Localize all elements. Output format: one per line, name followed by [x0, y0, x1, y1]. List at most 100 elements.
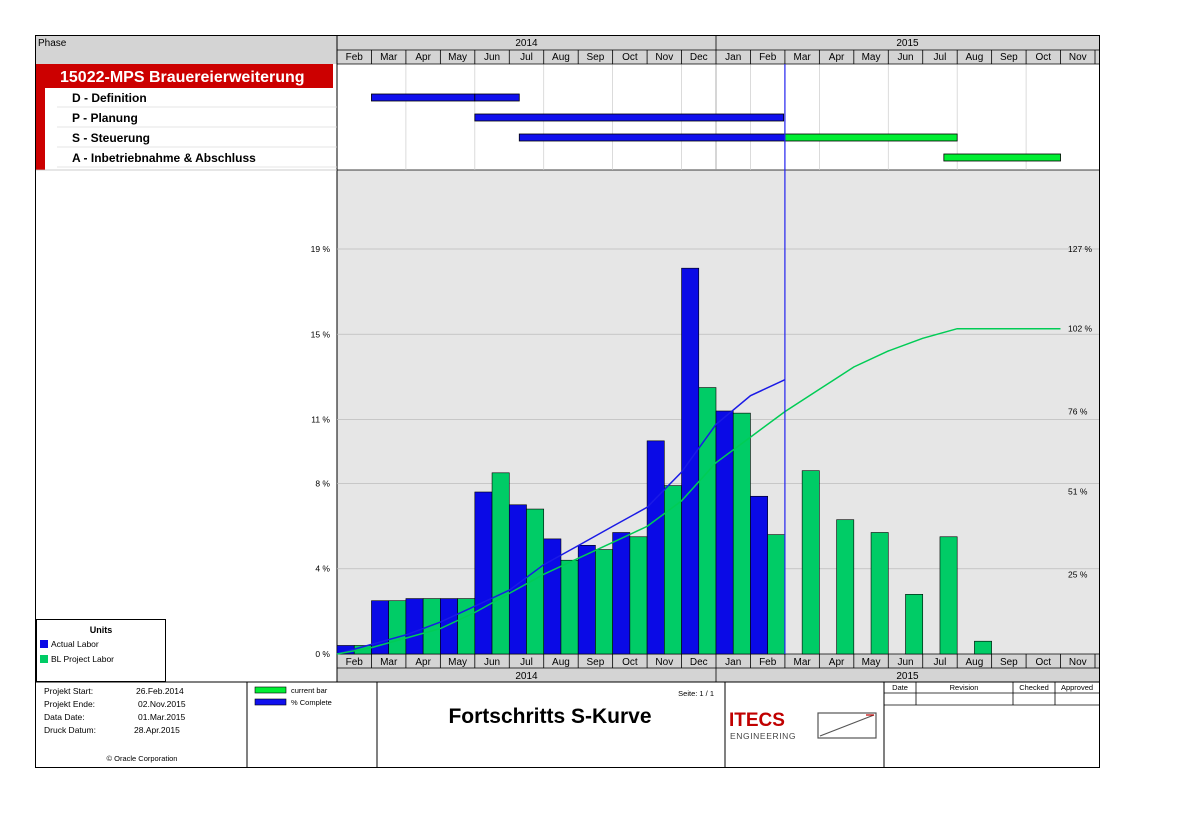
month-label-top: Oct [1036, 52, 1052, 63]
legend-current-bar: current bar [291, 686, 328, 695]
info-value-print-date: 28.Apr.2015 [134, 725, 180, 735]
month-label-bottom: Oct [622, 657, 638, 668]
month-label-top: Apr [829, 52, 845, 63]
month-label-top: May [862, 52, 881, 63]
logo-box [817, 712, 877, 739]
month-label-bottom: Nov [1069, 657, 1087, 668]
month-label-top: Dec [690, 52, 708, 63]
gantt-bar-actual [474, 113, 785, 122]
units-legend-baseline: BL Project Labor [51, 654, 114, 664]
y-right-tick-label: 25 % [1068, 569, 1088, 579]
report-title: Fortschritts S-Kurve [448, 705, 651, 728]
bar-bl-project-labor [836, 519, 855, 655]
bar-bl-project-labor [767, 534, 786, 655]
y-left-tick-label: 0 % [315, 649, 330, 659]
y-left-tick-label: 19 % [311, 244, 331, 254]
revision-header-approved: Approved [1061, 683, 1093, 692]
bar-bl-project-labor [870, 532, 889, 655]
gantt-bar-actual [518, 133, 786, 142]
gantt-bar-actual [371, 93, 476, 102]
month-label-bottom: Jan [725, 657, 741, 668]
y-right-tick-label: 127 % [1068, 244, 1093, 254]
gantt-bars [371, 93, 1061, 162]
bar-actual-labor [750, 495, 768, 655]
phase-label: P - Planung [72, 111, 138, 125]
bar-bl-project-labor [939, 536, 958, 655]
gantt-bar-remaining [784, 133, 958, 142]
month-label-bottom: Jul [520, 657, 533, 668]
bar-actual-labor [577, 544, 596, 655]
s-curves [336, 64, 1061, 655]
logo-name: ITECS [729, 710, 785, 731]
info-value-data-date: 01.Mar.2015 [138, 712, 186, 722]
phase-column-label: Phase [38, 38, 67, 49]
y-right-tick-label: 51 % [1068, 486, 1088, 496]
month-label-bottom: Aug [966, 657, 984, 668]
month-label-bottom: Mar [794, 657, 812, 668]
units-legend-box [36, 619, 166, 682]
project-title: 15022-MPS Brauereierweiterung [60, 69, 305, 86]
bar-bl-project-labor [629, 536, 648, 655]
info-label-start: Projekt Start: [44, 686, 93, 696]
gantt-bar-actual [474, 93, 520, 102]
bar-bl-project-labor [595, 549, 613, 655]
bar-actual-labor [612, 532, 631, 655]
month-label-bottom: Sep [1000, 657, 1018, 668]
month-label-bottom: Apr [415, 657, 431, 668]
year-label-bottom: 2015 [896, 671, 919, 682]
bar-bl-project-labor [491, 472, 510, 655]
page-number: Seite: 1 / 1 [678, 689, 714, 698]
month-label-bottom: Mar [380, 657, 398, 668]
gantt-bar-remaining [943, 153, 1061, 162]
month-label-top: Jul [934, 52, 947, 63]
month-label-bottom: Apr [829, 657, 845, 668]
units-legend-swatch-baseline [40, 655, 48, 663]
phase-label: S - Steuerung [72, 131, 150, 145]
month-label-top: Jan [725, 52, 741, 63]
bar-bl-project-labor [388, 600, 407, 655]
phase-label: D - Definition [72, 91, 147, 105]
itecs-logo: ITECS ENGINEERING [729, 710, 877, 741]
info-label-end: Projekt Ende: [44, 699, 95, 709]
info-value-start: 26.Feb.2014 [136, 686, 184, 696]
bar-actual-labor [474, 491, 493, 655]
bar-actual-labor [405, 598, 424, 655]
info-value-end: 02.Nov.2015 [138, 699, 186, 709]
bar-bl-project-labor [801, 470, 820, 655]
month-label-top: Jul [520, 52, 533, 63]
line-percent-complete [336, 379, 786, 655]
month-label-top: Jun [897, 52, 913, 63]
phase-rows: D - Definition P - Planung S - Steuerung A … [57, 91, 337, 168]
month-label-top: May [448, 52, 467, 63]
month-label-top: Feb [759, 52, 777, 63]
legend-swatch-percent-complete [254, 698, 287, 706]
units-legend-actual: Actual Labor [51, 639, 99, 649]
bar-bl-project-labor [732, 412, 751, 655]
month-label-top: Aug [552, 52, 570, 63]
bar-bl-project-labor [422, 598, 441, 655]
legend-percent-complete: % Complete [291, 698, 332, 707]
month-label-bottom: Sep [587, 657, 605, 668]
logo-diagonal [819, 714, 875, 737]
project-title-bar [36, 64, 333, 88]
bar-actual-labor [440, 598, 458, 655]
month-label-bottom: Aug [552, 657, 570, 668]
month-label-top: Apr [415, 52, 431, 63]
bar-actual-labor [646, 440, 665, 655]
copyright: © Oracle Corporation [107, 754, 178, 763]
logo-subtitle: ENGINEERING [730, 731, 796, 741]
revision-header-revision: Revision [950, 683, 979, 692]
legend-swatch-current-bar [254, 686, 287, 694]
units-legend-swatch-actual [40, 640, 48, 648]
report-frame [35, 35, 1100, 768]
month-label-top: Sep [587, 52, 605, 63]
month-label-bottom: Nov [655, 657, 673, 668]
units-legend-title: Units [90, 625, 113, 635]
month-label-top: Mar [380, 52, 398, 63]
y-right-tick-label: 102 % [1068, 324, 1093, 334]
info-label-data-date: Data Date: [44, 712, 85, 722]
month-label-top: Sep [1000, 52, 1018, 63]
month-label-top: Nov [1069, 52, 1087, 63]
y-axes: 0 % 4 % 8 % 11 % 15 % 19 % 25 % 51 % 76 % 102 % 12… [311, 244, 1093, 659]
